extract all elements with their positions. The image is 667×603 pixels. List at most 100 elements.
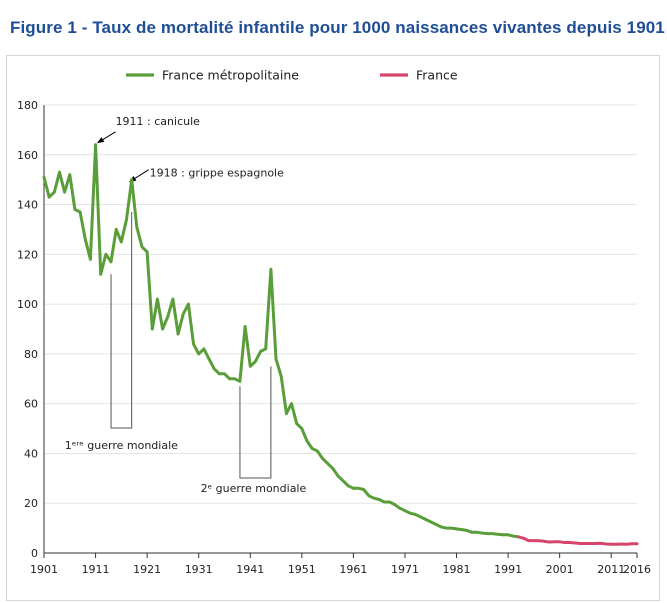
data-point	[181, 312, 185, 316]
axes: 0 20 40 60 80 100 120 140 160 180 1901 1911 1921 1931…	[17, 99, 651, 576]
data-point	[305, 439, 309, 443]
data-point	[336, 474, 340, 478]
data-point	[398, 506, 402, 510]
data-point	[547, 540, 551, 544]
data-point	[470, 530, 474, 534]
data-point	[522, 536, 525, 540]
ww2-bracket	[239, 366, 272, 479]
data-point	[382, 500, 386, 504]
x-tick-label: 1991	[494, 563, 522, 576]
data-point	[615, 542, 618, 546]
data-point	[295, 422, 299, 425]
data-point	[357, 486, 360, 490]
data-point	[119, 240, 123, 244]
data-point	[274, 357, 278, 361]
data-point	[140, 245, 144, 249]
data-point	[223, 372, 226, 376]
data-point	[377, 498, 381, 501]
data-point	[465, 529, 469, 532]
data-point	[558, 540, 562, 544]
data-point	[501, 533, 505, 537]
data-point	[434, 523, 438, 526]
data-point	[104, 252, 108, 256]
data-point	[68, 173, 72, 177]
data-point	[372, 496, 376, 500]
annotation-label: 1911 : canicule	[116, 115, 201, 128]
data-point	[455, 527, 458, 531]
data-point	[511, 534, 515, 538]
data-point	[171, 297, 175, 301]
data-point	[589, 542, 592, 545]
data-point	[352, 486, 355, 490]
data-point	[233, 377, 237, 381]
data-point	[346, 484, 350, 488]
data-point	[243, 325, 247, 328]
data-point	[517, 535, 520, 539]
data-point	[594, 542, 598, 545]
y-tick-label: 120	[17, 248, 38, 261]
data-point	[150, 327, 154, 331]
ww1-bracket	[110, 212, 133, 429]
data-point	[176, 332, 180, 336]
chart-frame	[6, 55, 660, 601]
data-point	[491, 532, 494, 535]
data-point	[264, 347, 268, 351]
data-point	[187, 302, 190, 306]
data-point	[285, 412, 288, 415]
legend-label: France métropolitaine	[162, 68, 299, 83]
data-point	[527, 539, 531, 542]
data-point	[496, 532, 500, 536]
data-point	[63, 190, 66, 194]
annotations: 1911 : canicule 1918 : grippe espagnole 1ᵉ…	[65, 115, 307, 495]
data-point	[408, 511, 412, 515]
data-point	[166, 315, 170, 318]
data-point	[58, 170, 61, 174]
data-point	[460, 528, 464, 531]
data-point	[217, 372, 221, 376]
x-tick-label: 1941	[236, 563, 264, 576]
data-point	[367, 494, 371, 498]
data-point	[604, 542, 608, 546]
x-tick-label: 1931	[185, 563, 213, 576]
data-point	[388, 500, 391, 504]
annotation-label: 2ᵉ guerre mondiale	[201, 482, 307, 495]
data-point	[393, 503, 396, 506]
data-point	[130, 178, 134, 182]
x-tick-label: 1901	[30, 563, 58, 576]
data-point	[279, 374, 283, 378]
y-tick-label: 40	[24, 447, 38, 460]
data-point	[506, 533, 510, 537]
data-point	[315, 449, 319, 453]
data-point	[192, 342, 195, 346]
data-point	[259, 350, 262, 353]
data-point	[542, 539, 546, 543]
data-point	[413, 513, 417, 516]
data-point	[578, 542, 582, 545]
data-point	[620, 542, 623, 546]
figure-title: Figure 1 - Taux de mortalité infantile p…	[10, 18, 665, 37]
data-point	[341, 479, 345, 483]
x-tick-label: 2016	[623, 563, 651, 576]
data-point	[563, 541, 567, 544]
data-point	[47, 195, 51, 199]
data-point	[135, 225, 139, 229]
y-tick-label: 60	[24, 398, 38, 411]
data-point	[310, 447, 314, 450]
data-point	[321, 457, 324, 460]
series-line	[42, 143, 520, 539]
data-point	[83, 238, 87, 241]
data-point	[42, 175, 46, 179]
data-point	[537, 539, 541, 543]
data-point	[429, 520, 433, 524]
data-point	[156, 297, 159, 301]
series-points	[42, 143, 639, 546]
data-point	[553, 540, 556, 544]
x-tick-label: 1981	[443, 563, 471, 576]
data-point	[290, 402, 293, 406]
data-point	[362, 488, 366, 491]
data-point	[480, 531, 484, 535]
data-point	[331, 467, 335, 470]
data-point	[584, 542, 587, 545]
data-point	[269, 267, 273, 271]
data-point	[424, 518, 427, 521]
